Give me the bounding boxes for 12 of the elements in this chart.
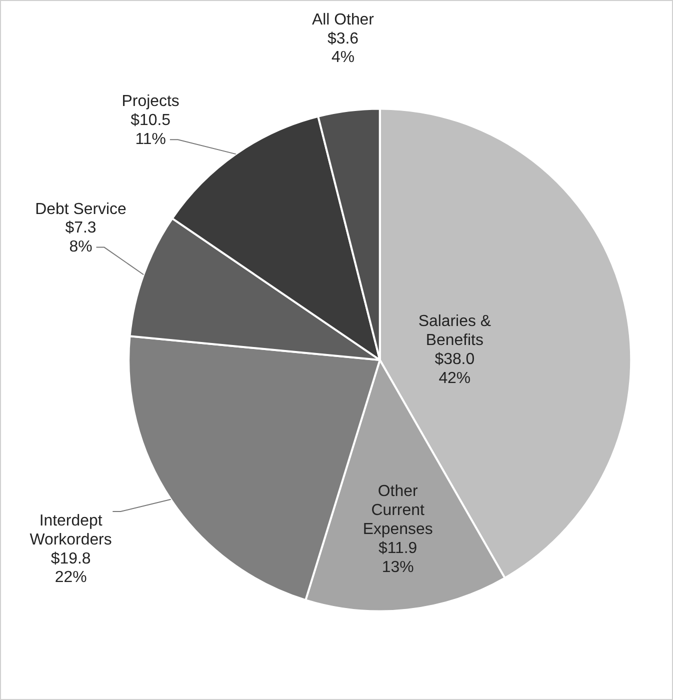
data-label: $7.3 8% — [65, 220, 96, 256]
data-label: $11.9 13% — [378, 540, 418, 576]
slice-label: Salaries & Benefits — [418, 312, 492, 349]
data-label: $10.5 11% — [130, 112, 171, 148]
data-label: $38.0 42% — [434, 350, 475, 387]
slice-label: Other Current Expenses — [362, 482, 433, 538]
slice-label: Debt Service — [35, 200, 127, 218]
data-label: $3.6 4% — [327, 30, 359, 66]
slice-label: Projects — [122, 93, 180, 110]
slice-label: All Other — [312, 11, 375, 28]
data-label: $19.8 22% — [50, 550, 91, 586]
slice-label: Interdept Workorders — [30, 512, 112, 548]
